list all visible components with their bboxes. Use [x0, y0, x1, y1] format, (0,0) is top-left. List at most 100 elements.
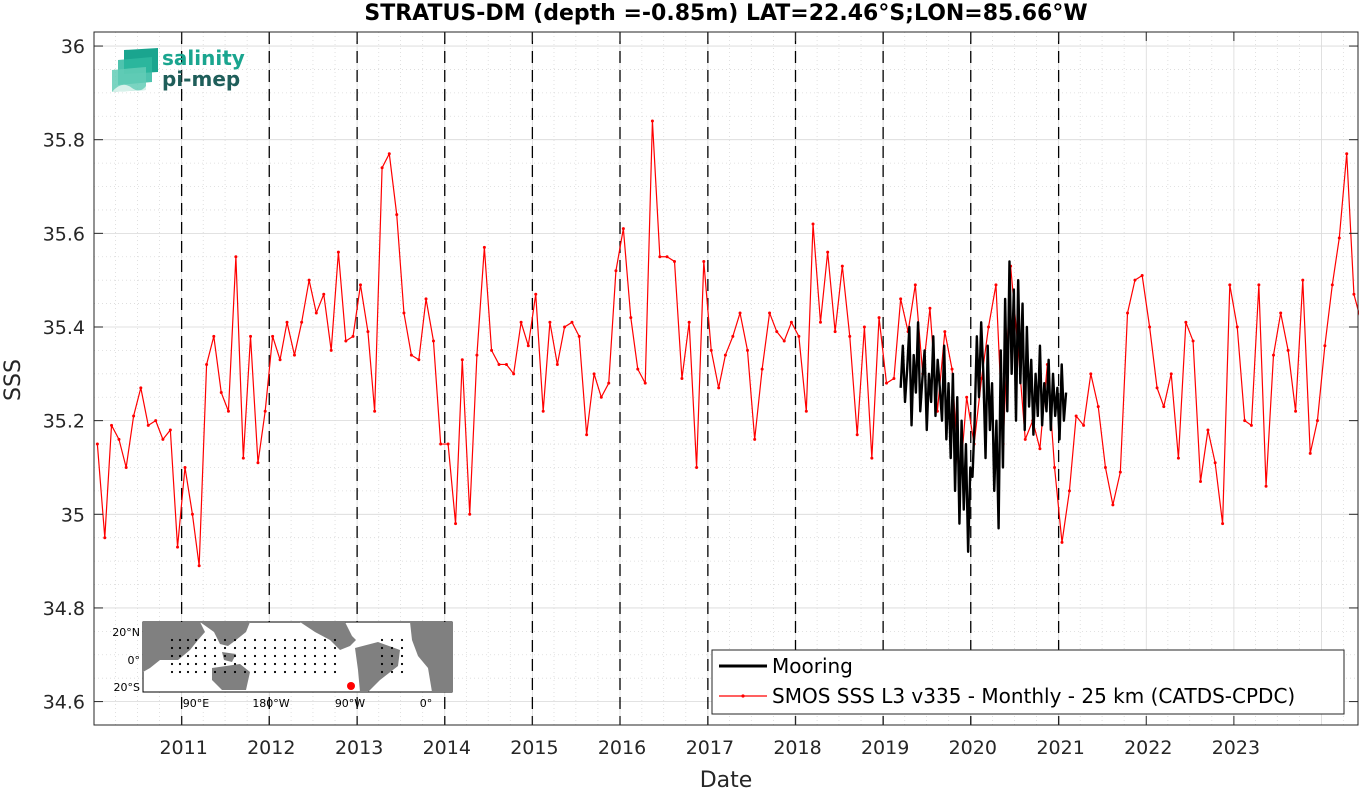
buoy-marker	[303, 646, 307, 650]
smos-data-point	[314, 311, 318, 315]
smos-data-point	[862, 325, 866, 329]
smos-data-point	[1257, 283, 1261, 287]
x-tick-label: 2013	[335, 737, 383, 759]
smos-data-point	[351, 334, 355, 338]
year-divider-lines	[180, 32, 1060, 725]
buoy-marker	[253, 662, 257, 666]
buoy-marker	[223, 654, 227, 658]
x-tick-label: 2012	[247, 737, 295, 759]
smos-data-point	[1118, 470, 1122, 474]
smos-data-point	[745, 348, 749, 352]
smos-data-point	[292, 353, 296, 357]
x-tick-label: 2015	[510, 737, 558, 759]
buoy-marker	[333, 638, 337, 642]
smos-data-point	[577, 334, 581, 338]
smos-data-point	[417, 358, 421, 362]
smos-data-point	[205, 362, 209, 366]
buoy-marker	[170, 670, 174, 674]
x-tick-label: 2018	[773, 737, 821, 759]
smos-data-point	[892, 377, 896, 380]
smos-data-point	[497, 362, 501, 366]
buoy-marker	[303, 662, 307, 666]
smos-data-point	[1162, 405, 1166, 409]
smos-data-point	[409, 353, 413, 357]
buoy-marker	[333, 670, 337, 674]
smos-data-point	[519, 320, 523, 324]
smos-data-point	[110, 423, 114, 427]
smos-data-point	[1271, 353, 1275, 357]
x-tick-label: 2020	[949, 737, 997, 759]
smos-data-point	[1126, 311, 1130, 315]
smos-data-point	[592, 372, 596, 376]
buoy-marker	[178, 638, 182, 642]
buoy-marker	[223, 662, 227, 666]
smos-data-point	[1191, 339, 1195, 343]
smos-data-point	[833, 330, 837, 334]
smos-data-point	[1096, 405, 1100, 409]
smos-data-point	[329, 348, 333, 352]
y-axis-label: SSS	[1, 359, 26, 401]
smos-data-point	[482, 245, 486, 249]
buoy-marker	[170, 646, 174, 650]
smos-data-point	[994, 283, 998, 287]
buoy-marker	[283, 646, 287, 650]
smos-data-point	[285, 320, 289, 324]
smos-data-point	[1082, 423, 1086, 427]
smos-data-point	[943, 330, 947, 334]
buoy-marker	[303, 638, 307, 642]
buoy-marker	[194, 646, 198, 650]
smos-data-point	[804, 409, 808, 413]
buoy-marker	[390, 670, 394, 674]
buoy-marker	[273, 654, 277, 658]
map-lon-180w: 180°W	[252, 697, 289, 710]
smos-data-point	[870, 456, 874, 460]
smos-data-point	[899, 297, 903, 301]
buoy-marker	[400, 662, 404, 666]
inset-land	[143, 622, 452, 692]
buoy-marker	[303, 654, 307, 658]
smos-data-point	[1053, 465, 1057, 469]
smos-data-point	[146, 423, 150, 427]
buoy-marker	[233, 670, 237, 674]
smos-data-point	[395, 213, 399, 217]
salinity-pi-mep-logo: salinity pi-mep	[112, 46, 245, 92]
smos-data-point	[95, 442, 99, 446]
smos-data-point	[1184, 320, 1188, 324]
smos-data-point	[1206, 428, 1210, 432]
smos-data-point	[1308, 451, 1312, 455]
buoy-marker	[313, 654, 317, 658]
smos-data-point	[300, 320, 304, 324]
buoy-marker	[263, 662, 267, 666]
smos-data-point	[1067, 489, 1071, 493]
smos-data-point	[884, 381, 888, 385]
smos-data-point	[1345, 152, 1349, 156]
smos-data-point	[183, 465, 187, 469]
smos-data-point	[1176, 456, 1180, 460]
buoy-marker	[323, 662, 327, 666]
smos-data-point	[1264, 484, 1268, 488]
smos-data-point	[840, 264, 844, 268]
x-tick-label: 2014	[423, 737, 471, 759]
smos-data-point	[1315, 419, 1319, 423]
smos-data-point	[753, 437, 757, 441]
station-marker	[347, 682, 355, 690]
buoy-marker	[170, 662, 174, 666]
smos-data-point	[278, 358, 282, 362]
smos-data-point	[643, 381, 647, 385]
buoy-marker	[293, 654, 297, 658]
smos-data-point	[504, 362, 508, 366]
smos-data-point	[1221, 522, 1225, 526]
buoy-marker	[243, 638, 247, 642]
buoy-marker	[333, 646, 337, 650]
buoy-marker	[313, 638, 317, 642]
y-tick-labels: 34.6 34.8 35 35.2 35.4 35.6 35.8 36	[43, 36, 85, 714]
smos-data-point	[212, 334, 216, 338]
logo-line1: salinity	[162, 46, 245, 70]
smos-data-point	[336, 250, 340, 254]
smos-data-point	[797, 334, 801, 338]
smos-data-point	[913, 283, 917, 287]
buoy-marker	[400, 638, 404, 642]
buoy-marker	[323, 638, 327, 642]
smos-data-point	[965, 395, 969, 399]
